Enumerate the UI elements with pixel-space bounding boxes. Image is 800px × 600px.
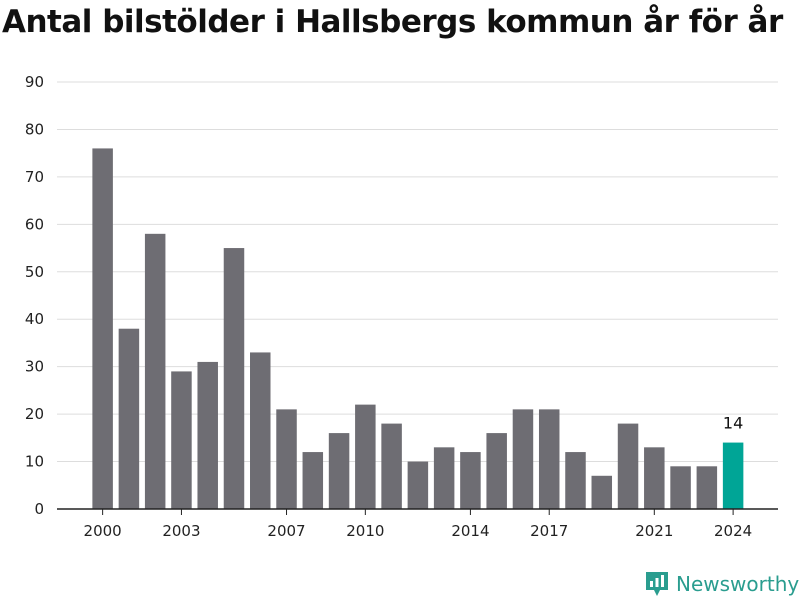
bar [118, 328, 140, 509]
bar [670, 466, 691, 509]
x-tick-label: 2024 [714, 522, 752, 540]
x-tick-label: 2014 [451, 522, 489, 540]
bar [197, 361, 218, 509]
bar [696, 466, 718, 509]
chart-title: Antal bilstölder i Hallsbergs kommun år … [2, 4, 783, 40]
y-tick-label: 30 [25, 358, 44, 376]
x-tick-label: 2021 [635, 522, 673, 540]
x-axis: 2000 2003 2007 2010 2014 2017 2021 2024 [57, 508, 778, 540]
y-tick-label: 20 [25, 405, 44, 423]
x-tick-label: 2010 [346, 522, 384, 540]
bar [144, 233, 166, 510]
bar [328, 433, 350, 509]
bar [381, 423, 402, 509]
bar [591, 475, 613, 509]
bar [617, 423, 639, 509]
y-tick-label: 10 [25, 453, 44, 471]
bar [407, 461, 429, 509]
x-tick-label: 2000 [84, 522, 122, 540]
x-tick-label: 2003 [162, 522, 200, 540]
brand-name: Newsworthy [676, 572, 800, 596]
data-labels: 14 [723, 414, 743, 433]
chart-logo-icon [646, 572, 668, 596]
y-axis-ticks: 0 10 20 30 40 50 60 70 80 90 [25, 73, 44, 518]
bar [644, 447, 665, 509]
bar [460, 452, 481, 509]
bar [302, 452, 324, 509]
y-tick-label: 90 [25, 73, 44, 91]
brand-logo: Newsworthy [644, 570, 799, 598]
data-label: 14 [723, 414, 743, 433]
y-tick-label: 80 [25, 120, 44, 138]
bar [512, 409, 534, 509]
bar [355, 404, 376, 509]
bar [92, 148, 113, 509]
bar [486, 433, 507, 509]
bar [171, 371, 192, 509]
y-tick-label: 50 [25, 263, 44, 281]
y-tick-label: 0 [34, 500, 44, 518]
y-tick-label: 60 [25, 215, 44, 233]
y-tick-label: 70 [25, 168, 44, 186]
bar [538, 409, 560, 509]
y-tick-label: 40 [25, 310, 44, 328]
bar-highlight [722, 442, 744, 509]
x-tick-label: 2007 [267, 522, 305, 540]
bar [565, 452, 586, 509]
bar [433, 447, 455, 509]
bar [276, 409, 297, 509]
bar [223, 248, 245, 510]
x-tick-label: 2017 [530, 522, 568, 540]
bars [92, 148, 744, 510]
bar [250, 352, 271, 509]
